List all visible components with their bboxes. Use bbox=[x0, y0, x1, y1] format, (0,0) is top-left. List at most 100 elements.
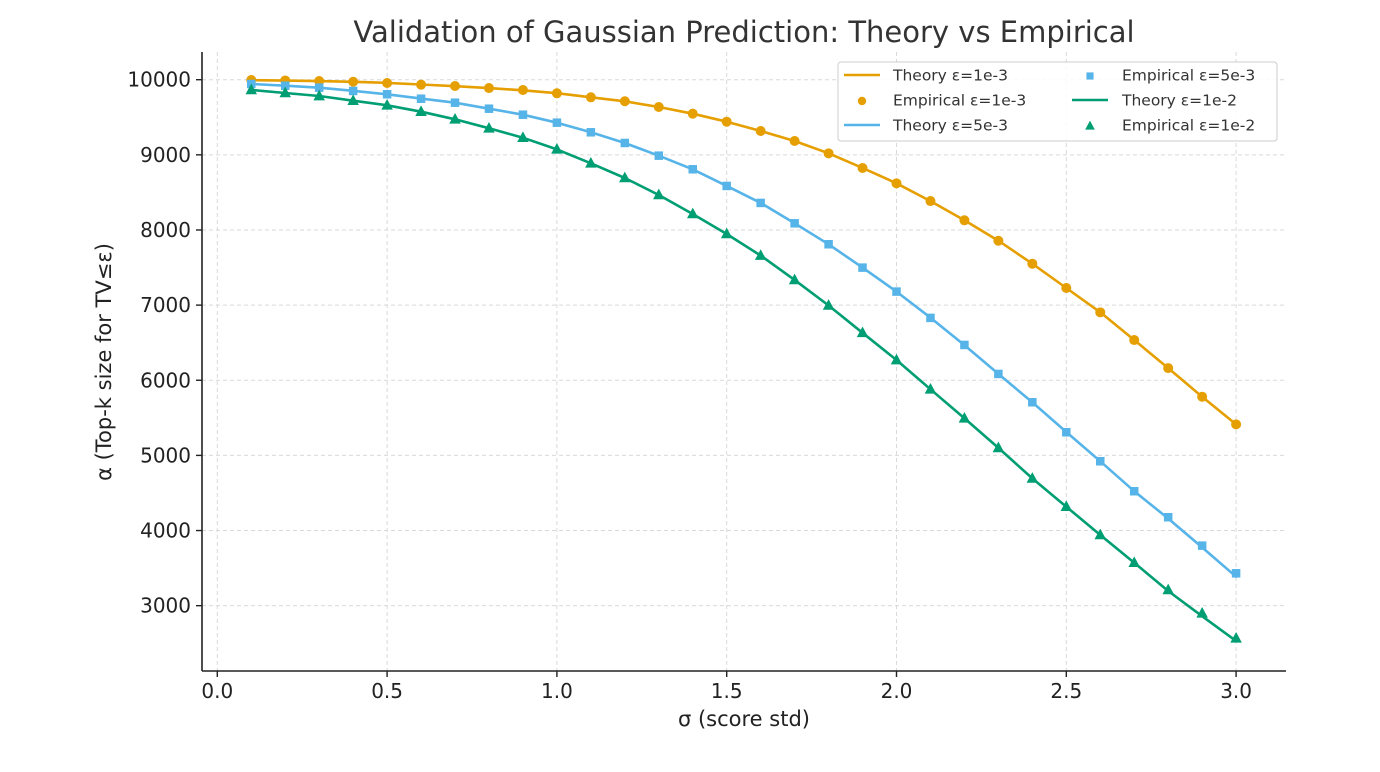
legend-item: Theory ε=5e-3 bbox=[844, 117, 1008, 135]
data-point bbox=[382, 90, 392, 99]
data-point bbox=[788, 273, 801, 285]
y-axis-ticks: 3000 4000 5000 6000 7000 8000 9000 10000 bbox=[127, 68, 202, 618]
data-point bbox=[1163, 363, 1174, 374]
data-point bbox=[856, 326, 869, 338]
data-point bbox=[756, 198, 765, 208]
series-theory-5e-3 bbox=[250, 82, 1238, 579]
data-point bbox=[926, 313, 935, 323]
data-point bbox=[1026, 472, 1039, 483]
data-point bbox=[1028, 398, 1037, 407]
data-point bbox=[1162, 583, 1174, 595]
data-point bbox=[382, 78, 393, 89]
legend-item: Empirical ε=1e-3 bbox=[857, 92, 1026, 110]
legend-marker-icon bbox=[857, 96, 867, 106]
data-point bbox=[1197, 391, 1208, 402]
data-point bbox=[823, 148, 834, 159]
data-point bbox=[381, 98, 393, 110]
y-axis-label: α (Top-k size for TV≤ε) bbox=[92, 243, 116, 481]
x-tick-label: 1.5 bbox=[711, 679, 743, 703]
data-point bbox=[517, 131, 529, 143]
data-point bbox=[822, 299, 835, 310]
data-point bbox=[314, 83, 324, 92]
data-point bbox=[1231, 569, 1241, 578]
series-theory-1e-3 bbox=[250, 78, 1238, 426]
data-point bbox=[619, 171, 631, 183]
series-empirical-1e-3 bbox=[246, 75, 1242, 430]
data-point bbox=[891, 178, 902, 189]
x-axis-label: σ (score std) bbox=[678, 707, 810, 731]
data-point bbox=[449, 112, 461, 124]
data-point bbox=[686, 207, 699, 219]
data-point bbox=[1062, 428, 1071, 437]
data-point bbox=[620, 138, 630, 148]
data-point bbox=[483, 121, 495, 133]
legend-label: Theory ε=5e-3 bbox=[892, 117, 1008, 135]
series-empirical-1e-2 bbox=[245, 83, 1242, 643]
data-point bbox=[754, 249, 767, 260]
data-point bbox=[585, 157, 597, 168]
data-point bbox=[858, 263, 867, 272]
data-point bbox=[1230, 631, 1242, 643]
data-point bbox=[1128, 556, 1140, 568]
data-point bbox=[313, 89, 325, 101]
data-point bbox=[450, 98, 460, 107]
data-point bbox=[1061, 282, 1072, 293]
data-point bbox=[245, 83, 258, 95]
axes: 0.0 0.5 1.0 1.5 2.0 2.5 3.0 3000 4000 5000 6000 70… bbox=[127, 52, 1286, 703]
data-point bbox=[416, 79, 427, 90]
x-tick-label: 2.5 bbox=[1050, 679, 1082, 703]
data-point bbox=[348, 86, 358, 96]
y-tick-label: 3000 bbox=[140, 594, 191, 618]
data-point bbox=[619, 96, 630, 107]
data-point bbox=[1231, 419, 1242, 430]
legend-marker-icon bbox=[1086, 72, 1094, 80]
data-point bbox=[518, 110, 528, 119]
data-point bbox=[720, 227, 733, 239]
data-point bbox=[348, 76, 359, 87]
plot-area bbox=[245, 75, 1242, 643]
data-point bbox=[688, 165, 697, 174]
legend: Theory ε=1e-3 Empirical ε=1e-3 Theory ε=5e… bbox=[837, 61, 1278, 142]
data-point bbox=[1096, 457, 1105, 466]
data-point bbox=[1060, 500, 1073, 512]
data-point bbox=[824, 240, 833, 249]
x-tick-label: 1.0 bbox=[541, 679, 573, 703]
y-tick-label: 4000 bbox=[140, 519, 191, 543]
y-tick-label: 7000 bbox=[140, 293, 191, 317]
x-tick-label: 0.0 bbox=[201, 679, 233, 703]
data-point bbox=[654, 151, 664, 160]
legend-item: Theory ε=1e-2 bbox=[1072, 92, 1237, 110]
data-point bbox=[347, 94, 359, 105]
data-point bbox=[890, 353, 903, 365]
data-point bbox=[416, 94, 426, 103]
data-point bbox=[789, 136, 800, 147]
data-point bbox=[552, 118, 562, 127]
data-point bbox=[960, 340, 969, 350]
data-point bbox=[586, 128, 596, 137]
chart-title: Validation of Gaussian Prediction: Theor… bbox=[353, 15, 1134, 49]
data-point bbox=[1197, 541, 1207, 550]
data-point bbox=[1129, 486, 1139, 496]
data-point bbox=[755, 126, 766, 137]
data-point bbox=[959, 215, 970, 226]
data-point bbox=[722, 181, 731, 191]
data-point bbox=[450, 81, 461, 92]
data-point bbox=[892, 287, 901, 296]
theory-line bbox=[250, 78, 1238, 426]
data-point bbox=[1196, 606, 1208, 618]
legend-item: Empirical ε=1e-2 bbox=[1085, 117, 1255, 135]
data-point bbox=[415, 105, 427, 117]
theory-line bbox=[250, 82, 1238, 579]
data-point bbox=[1095, 307, 1106, 318]
data-point bbox=[551, 88, 562, 99]
y-tick-label: 10000 bbox=[127, 68, 191, 92]
x-tick-label: 2.0 bbox=[881, 679, 913, 703]
data-point bbox=[653, 101, 664, 112]
theory-line bbox=[250, 88, 1238, 643]
series-empirical-5e-3 bbox=[247, 79, 1241, 578]
legend-marker-icon bbox=[1085, 120, 1095, 130]
legend-item: Theory ε=1e-3 bbox=[844, 67, 1008, 85]
series-theory-1e-2 bbox=[250, 88, 1238, 643]
y-tick-label: 5000 bbox=[140, 443, 191, 467]
